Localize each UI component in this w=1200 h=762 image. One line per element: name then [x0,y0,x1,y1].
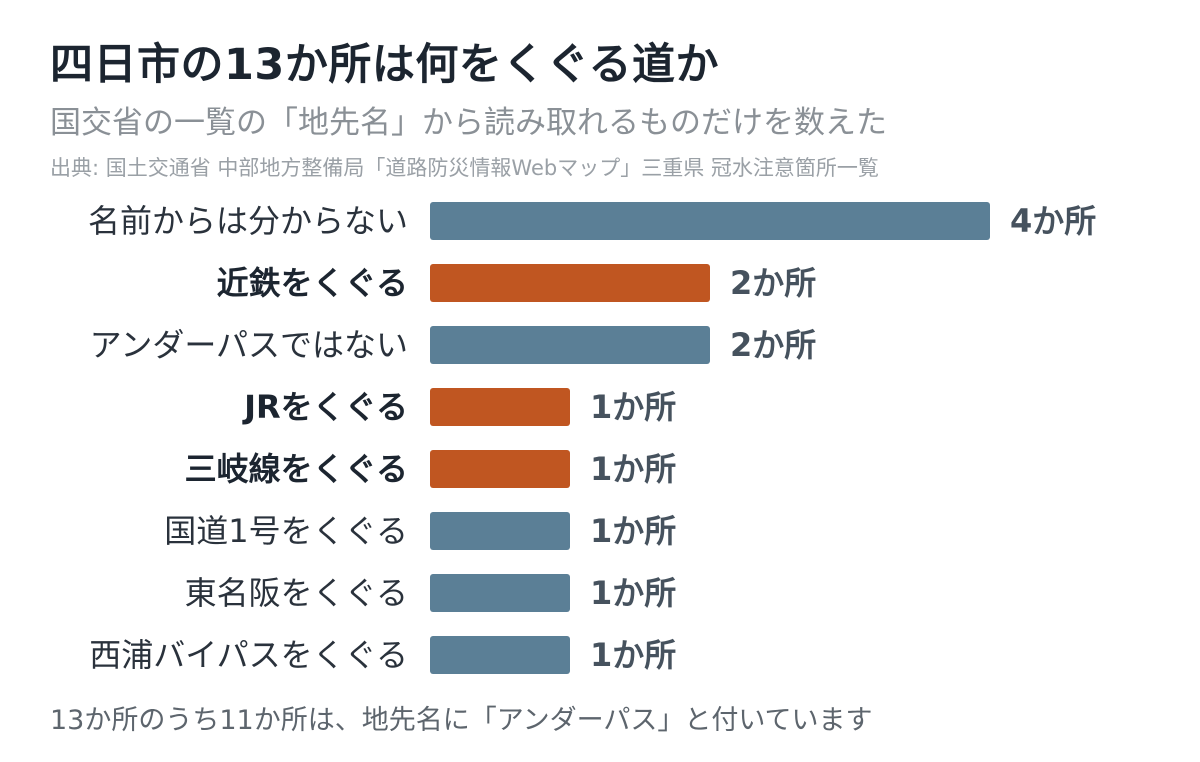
category-label: 東名阪をくぐる [185,574,408,612]
chart-title: 四日市の13か所は何をくぐる道か [50,40,719,90]
bar [430,636,570,674]
bar [430,264,710,302]
category-label: 名前からは分からない [88,202,408,240]
bar [430,326,710,364]
category-label: 西浦バイパスをくぐる [89,636,408,674]
category-label: 近鉄をくぐる [217,264,408,302]
bar [430,574,570,612]
category-label: アンダーパスではない [90,326,408,364]
value-label: 1か所 [590,636,676,674]
category-label: JRをくぐる [242,388,408,426]
category-label: 三岐線をくぐる [185,450,408,488]
bar [430,388,570,426]
value-label: 2か所 [730,264,816,302]
chart-source: 出典: 国土交通省 中部地方整備局「道路防災情報Webマップ」三重県 冠水注意箇… [50,156,879,180]
category-label: 国道1号をくぐる [164,512,408,550]
bar [430,512,570,550]
chart-subtitle: 国交省の一覧の「地先名」から読み取れるものだけを数えた [50,105,887,141]
bar [430,202,990,240]
value-label: 1か所 [590,512,676,550]
chart-footnote: 13か所のうち11か所は、地先名に「アンダーパス」と付いています [50,705,873,736]
value-label: 1か所 [590,388,676,426]
value-label: 1か所 [590,574,676,612]
value-label: 4か所 [1010,202,1096,240]
value-label: 2か所 [730,326,816,364]
bar [430,450,570,488]
value-label: 1か所 [590,450,676,488]
